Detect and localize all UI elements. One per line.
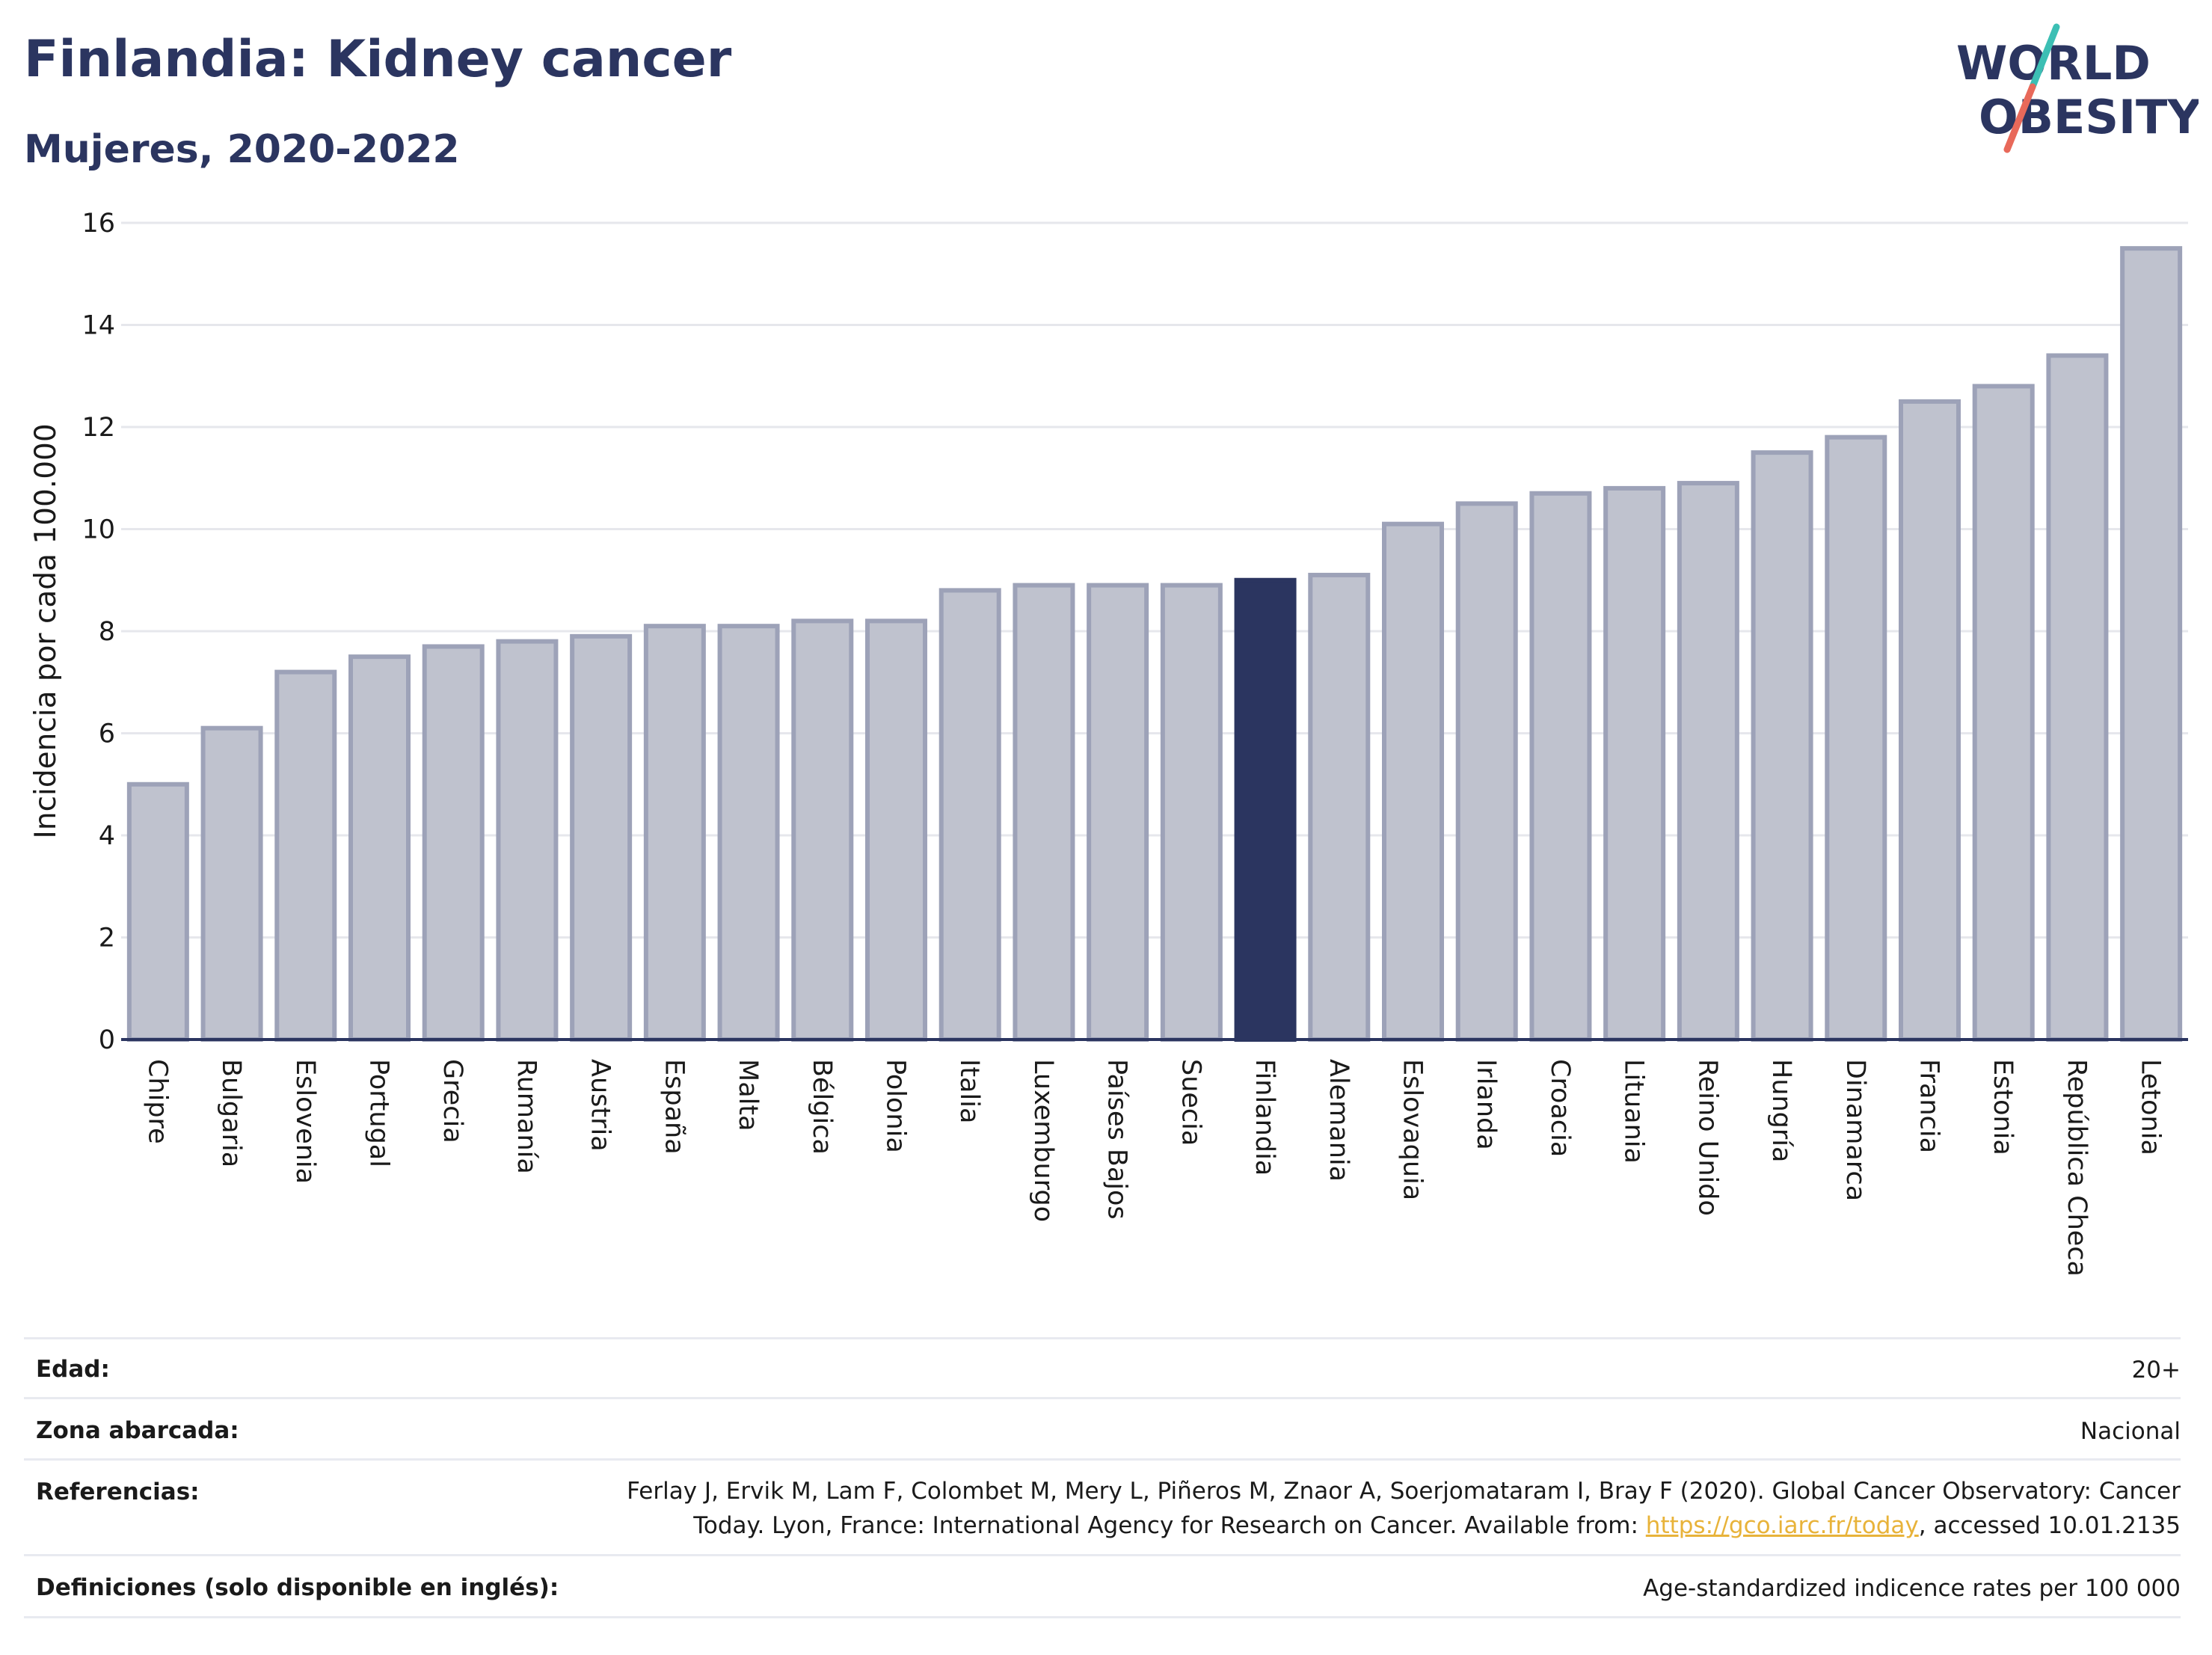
bar — [791, 618, 854, 1042]
y-tick-label: 16 — [82, 209, 115, 239]
x-tick-label: España — [659, 1059, 689, 1155]
x-tick-label: Alemania — [1324, 1059, 1354, 1182]
y-tick-label: 8 — [99, 617, 115, 647]
meta-area-value: Nacional — [2080, 1418, 2181, 1445]
logo-word-world: WORLD — [1956, 36, 2151, 90]
y-tick-label: 6 — [99, 719, 115, 749]
x-tick-label: Bélgica — [807, 1059, 837, 1155]
x-tick-label: Portugal — [364, 1059, 394, 1167]
bar-highlight — [1234, 577, 1297, 1042]
bar — [1382, 521, 1444, 1042]
x-tick-label: Suecia — [1176, 1059, 1205, 1146]
x-tick-label: Austria — [586, 1059, 615, 1152]
x-tick-label: Eslovenia — [290, 1059, 320, 1184]
gco-link[interactable]: https://gco.iarc.fr/today — [1645, 1512, 1919, 1539]
x-tick-label: Croacia — [1545, 1059, 1575, 1157]
meta-defs-label: Definiciones (solo disponible en inglés)… — [36, 1574, 559, 1601]
x-tick-label: Dinamarca — [1840, 1059, 1870, 1201]
bar — [422, 644, 485, 1042]
x-tick-label: Estonia — [1988, 1059, 2018, 1155]
chart-subtitle: Mujeres, 2020-2022 — [24, 127, 460, 172]
bar — [274, 669, 337, 1042]
chart-title: Finlandia: Kidney cancer — [24, 30, 732, 89]
bar — [865, 618, 927, 1042]
bar — [200, 725, 263, 1042]
y-tick-label: 0 — [99, 1025, 115, 1055]
x-tick-label: Chipre — [142, 1059, 172, 1144]
meta-area-label: Zona abarcada: — [36, 1417, 239, 1444]
x-tick-label: Polonia — [881, 1059, 911, 1153]
bar — [1677, 481, 1739, 1042]
bar-chart: 0 2 4 6 8 10 12 14 16 Incidencia por cada 100.000… — [29, 209, 2188, 1277]
x-tick-label: Eslovaquia — [1398, 1059, 1428, 1200]
meta-row-age: Edad: 20+ — [24, 1337, 2181, 1399]
x-tick-label: Bulgaria — [216, 1059, 246, 1167]
x-tick-label: Grecia — [437, 1059, 467, 1143]
bar — [496, 639, 559, 1042]
bar — [1972, 384, 2035, 1042]
bar — [2120, 246, 2183, 1042]
x-tick-label: Irlanda — [1471, 1059, 1501, 1150]
x-tick-label: Francia — [1914, 1059, 1944, 1153]
y-tick-label: 10 — [82, 515, 115, 545]
y-tick-label: 12 — [82, 413, 115, 443]
bar — [717, 624, 780, 1042]
bar — [1899, 399, 1961, 1042]
y-tick-label: 14 — [82, 311, 115, 341]
x-tick-label: República Checa — [2062, 1059, 2092, 1277]
y-axis-label: Incidencia por cada 100.000 — [29, 423, 63, 838]
meta-row-definitions: Definiciones (solo disponible en inglés)… — [24, 1554, 2181, 1618]
logo-slash-top — [2029, 23, 2060, 90]
bar — [1087, 583, 1149, 1042]
bar — [1308, 572, 1371, 1042]
bar — [1825, 435, 1887, 1042]
meta-defs-value: Age-standardized indicence rates per 100… — [1643, 1575, 2181, 1602]
y-tick-label: 2 — [99, 924, 115, 954]
bar — [2046, 353, 2109, 1042]
x-tick-label: Finlandia — [1250, 1059, 1279, 1176]
world-obesity-logo: WORLD OBESITY — [1956, 23, 2199, 153]
meta-row-references: Referencias: Ferlay J, Ervik M, Lam F, C… — [24, 1458, 2181, 1556]
bar — [1160, 583, 1223, 1042]
meta-refs-label: Referencias: — [36, 1479, 200, 1505]
x-tick-label: Hungría — [1766, 1059, 1796, 1162]
meta-row-area: Zona abarcada: Nacional — [24, 1397, 2181, 1461]
x-tick-label: Reino Unido — [1692, 1059, 1722, 1216]
bar — [1013, 583, 1075, 1042]
bar — [1751, 450, 1813, 1042]
bar — [1455, 501, 1518, 1042]
meta-refs-line2-post: , accessed 10.01.2135 — [1918, 1512, 2181, 1539]
meta-age-label: Edad: — [36, 1356, 110, 1383]
bar — [348, 654, 411, 1042]
y-tick-label: 4 — [99, 821, 115, 851]
bar — [570, 633, 633, 1042]
meta-age-value: 20+ — [2131, 1357, 2181, 1384]
x-tick-label: Lituania — [1619, 1059, 1649, 1164]
x-tick-label: Italia — [954, 1059, 984, 1123]
logo-slash-bottom — [2003, 83, 2036, 153]
x-tick-label: Rumanía — [511, 1059, 541, 1174]
x-tick-label: Letonia — [2136, 1059, 2166, 1155]
x-tick-label: Países Bajos — [1102, 1059, 1132, 1220]
meta-refs-line2: Today. Lyon, France: International Agenc… — [627, 1508, 2181, 1543]
bar — [643, 624, 706, 1042]
x-tick-label: Luxemburgo — [1028, 1059, 1058, 1222]
meta-bottom-rule — [24, 1616, 2181, 1618]
meta-refs-line2-pre: Today. Lyon, France: International Agenc… — [693, 1512, 1646, 1539]
bar — [1529, 491, 1592, 1042]
bar — [1603, 485, 1666, 1042]
x-tick-label: Malta — [733, 1059, 763, 1132]
bar — [938, 588, 1001, 1042]
meta-refs-line1: Ferlay J, Ervik M, Lam F, Colombet M, Me… — [627, 1478, 2181, 1505]
bar — [126, 782, 189, 1042]
meta-refs-value: Ferlay J, Ervik M, Lam F, Colombet M, Me… — [627, 1474, 2181, 1543]
